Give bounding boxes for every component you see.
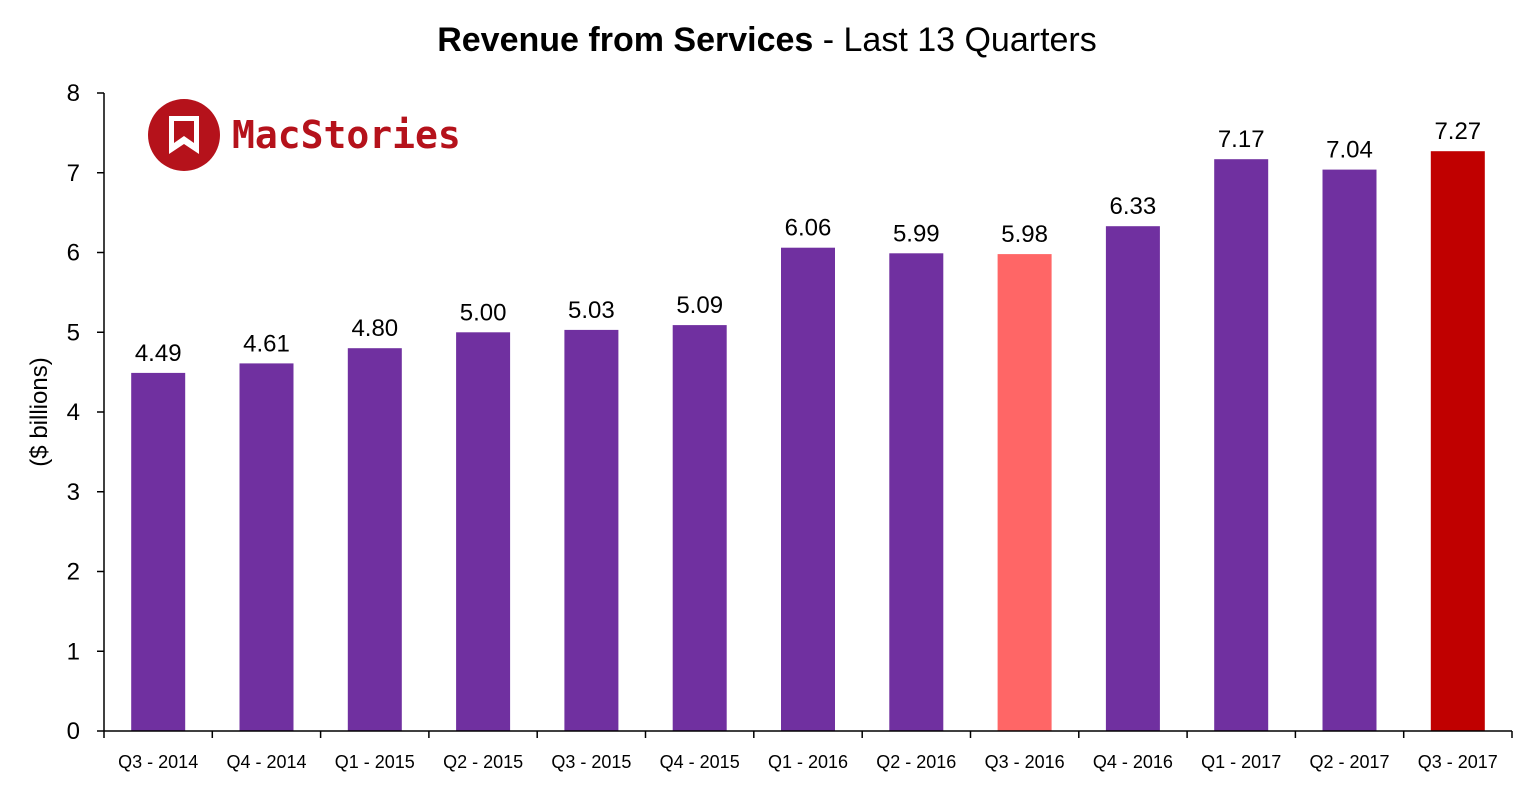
bar-value-label-5: 5.03 [568, 297, 615, 324]
bar-value-label-3: 4.80 [351, 315, 398, 342]
y-axis-label: ($ billions) [26, 357, 53, 466]
y-tick-label-0: 0 [67, 718, 80, 745]
bar-7 [781, 247, 835, 731]
bar-12 [1322, 169, 1377, 732]
bar-5 [564, 329, 619, 731]
y-tick-label-2: 2 [67, 559, 80, 586]
bar-value-label-10: 6.33 [1110, 193, 1157, 220]
y-tick-label-8: 8 [67, 80, 80, 107]
x-tick-label-9: Q3 - 2016 [985, 752, 1065, 772]
x-tick-label-13: Q3 - 2017 [1418, 752, 1498, 772]
bar-value-label-2: 4.61 [243, 330, 290, 357]
bar-11 [1214, 159, 1269, 731]
y-tick-label-6: 6 [67, 240, 80, 267]
bar-value-label-4: 5.00 [460, 299, 507, 326]
chart-title-bold: Revenue from Services [437, 21, 814, 59]
bar-value-label-11: 7.17 [1218, 126, 1265, 153]
x-tick-label-5: Q3 - 2015 [551, 752, 631, 772]
macstories-logo: MacStories [148, 99, 461, 171]
bar-value-label-8: 5.99 [893, 220, 940, 247]
bar-value-label-7: 6.06 [785, 215, 832, 242]
x-tick-label-8: Q2 - 2016 [876, 752, 956, 772]
bar-2 [239, 363, 294, 731]
chart-title: Revenue from Services - Last 13 Quarters [0, 18, 1534, 62]
bar-4 [456, 332, 511, 732]
bar-13 [1430, 151, 1485, 731]
bar-6 [672, 325, 727, 731]
axis-layer: Q3 - 2014 Q4 - 2014 Q1 - 2015 Q2 - 2015 Q3 -… [67, 80, 1513, 772]
y-tick-label-7: 7 [67, 160, 80, 187]
bar-value-label-12: 7.04 [1326, 137, 1373, 164]
logo-text: MacStories [232, 113, 461, 157]
x-tick-label-11: Q1 - 2017 [1201, 752, 1281, 772]
bar-value-label-1: 4.49 [135, 340, 182, 367]
y-tick-label-1: 1 [67, 638, 80, 665]
bar-value-label-9: 5.98 [1001, 221, 1048, 248]
bar-value-label-13: 7.27 [1434, 118, 1481, 145]
bar-1 [131, 372, 186, 731]
chart-title-rest: - Last 13 Quarters [813, 21, 1097, 59]
x-tick-label-10: Q4 - 2016 [1093, 752, 1173, 772]
bars-layer: 4.49 4.61 4.80 5.00 5.03 5.09 6.06 5.99 5.98 6.33… [131, 118, 1485, 732]
x-tick-label-12: Q2 - 2017 [1309, 752, 1389, 772]
bar-3 [347, 348, 402, 731]
y-tick-label-3: 3 [67, 479, 80, 506]
bookmark-icon [148, 99, 220, 171]
bar-8 [889, 253, 944, 732]
bar-10 [1105, 226, 1160, 731]
x-tick-label-7: Q1 - 2016 [768, 752, 848, 772]
x-tick-label-1: Q3 - 2014 [118, 752, 198, 772]
x-tick-label-3: Q1 - 2015 [335, 752, 415, 772]
x-tick-label-2: Q4 - 2014 [226, 752, 306, 772]
x-tick-label-6: Q4 - 2015 [660, 752, 740, 772]
bar-9 [997, 254, 1052, 731]
bar-value-label-6: 5.09 [676, 292, 723, 319]
y-tick-label-5: 5 [67, 319, 80, 346]
x-tick-label-4: Q2 - 2015 [443, 752, 523, 772]
y-tick-label-4: 4 [67, 399, 80, 426]
